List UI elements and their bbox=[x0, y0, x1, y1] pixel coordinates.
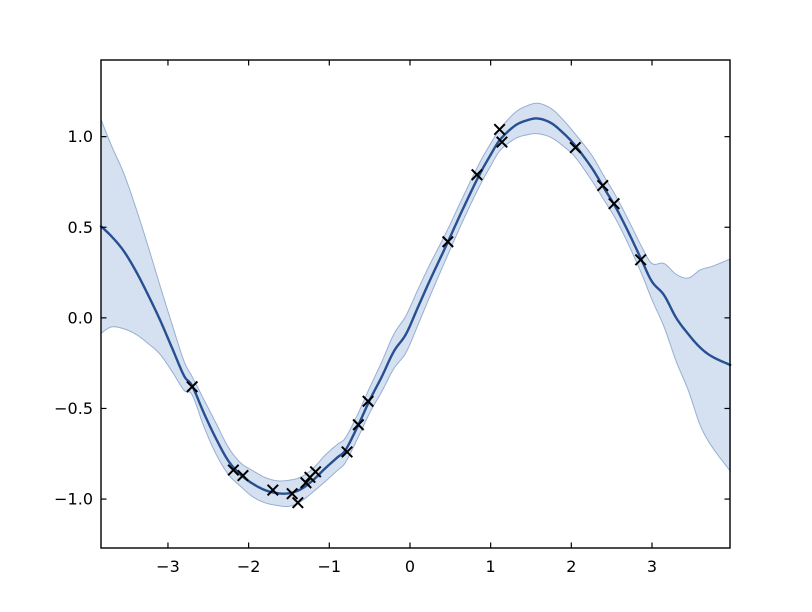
data-point-marker bbox=[495, 136, 508, 149]
x-tick-label: 3 bbox=[647, 557, 657, 576]
data-point-marker bbox=[186, 380, 199, 393]
training-points-group bbox=[186, 123, 647, 509]
data-point-marker bbox=[569, 141, 582, 154]
x-tick-label: 0 bbox=[405, 557, 415, 576]
x-tick-label: 1 bbox=[486, 557, 496, 576]
y-tick-label: −1.0 bbox=[54, 490, 93, 509]
axes-frame bbox=[100, 59, 731, 549]
data-point-marker bbox=[236, 469, 249, 482]
x-tick-labels: −3 −2 −1 0 1 2 3 bbox=[156, 557, 657, 576]
data-point-marker bbox=[441, 235, 454, 248]
data-point-marker bbox=[266, 484, 279, 497]
x-tick-label: −3 bbox=[156, 557, 180, 576]
y-tick-label: 0.5 bbox=[68, 218, 93, 237]
x-tick-label: −2 bbox=[237, 557, 261, 576]
data-point-marker bbox=[291, 496, 304, 509]
data-point-marker bbox=[286, 487, 299, 500]
data-point-marker bbox=[352, 418, 365, 431]
data-point-marker bbox=[596, 179, 609, 192]
data-point-marker bbox=[634, 253, 647, 266]
data-point-marker bbox=[493, 123, 506, 136]
y-tick-labels: 1.0 0.5 0.0 −0.5 −1.0 bbox=[54, 127, 93, 508]
x-tick-label: −1 bbox=[318, 557, 342, 576]
y-tick-label: −0.5 bbox=[54, 399, 93, 418]
data-point-marker bbox=[341, 445, 354, 458]
data-point-marker bbox=[470, 168, 483, 181]
x-tick-label: 2 bbox=[566, 557, 576, 576]
data-point-marker bbox=[362, 395, 375, 408]
axis-ticks bbox=[101, 60, 730, 548]
data-point-marker bbox=[608, 197, 621, 210]
y-tick-label: 0.0 bbox=[68, 308, 93, 327]
data-point-marker bbox=[227, 464, 240, 477]
y-tick-label: 1.0 bbox=[68, 127, 93, 146]
data-point-marker bbox=[309, 465, 322, 478]
mean-curve bbox=[99, 117, 732, 495]
